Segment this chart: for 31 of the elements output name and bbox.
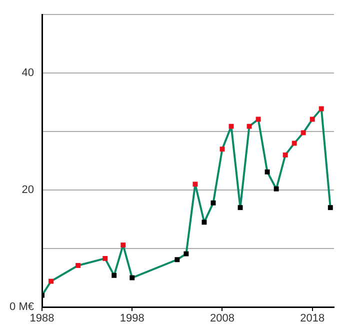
point [292, 140, 297, 146]
point [228, 124, 234, 129]
point [112, 272, 117, 278]
point [120, 242, 126, 248]
point [328, 205, 333, 210]
point [300, 130, 306, 136]
point [48, 278, 54, 284]
point [256, 116, 261, 122]
point [174, 257, 180, 262]
point [210, 200, 216, 206]
point [310, 116, 315, 122]
x-tick-label: 2008 [210, 312, 234, 325]
point [130, 275, 135, 280]
x-tick-label: 1998 [120, 312, 144, 325]
point [220, 146, 225, 152]
x-tick-label: 2018 [300, 312, 325, 325]
point [264, 169, 270, 174]
y-tick-label: 0 M€ [10, 301, 34, 314]
x-tick-label: 1988 [30, 312, 54, 325]
point [246, 124, 252, 129]
point [192, 182, 198, 187]
point [202, 220, 207, 225]
point [184, 251, 189, 256]
point [282, 152, 288, 158]
point [102, 256, 108, 261]
y-tick-label: 40 [22, 67, 34, 80]
point [318, 106, 324, 112]
point [274, 186, 279, 192]
point [76, 263, 81, 268]
y-tick-label: 20 [22, 184, 34, 196]
point [238, 205, 243, 210]
